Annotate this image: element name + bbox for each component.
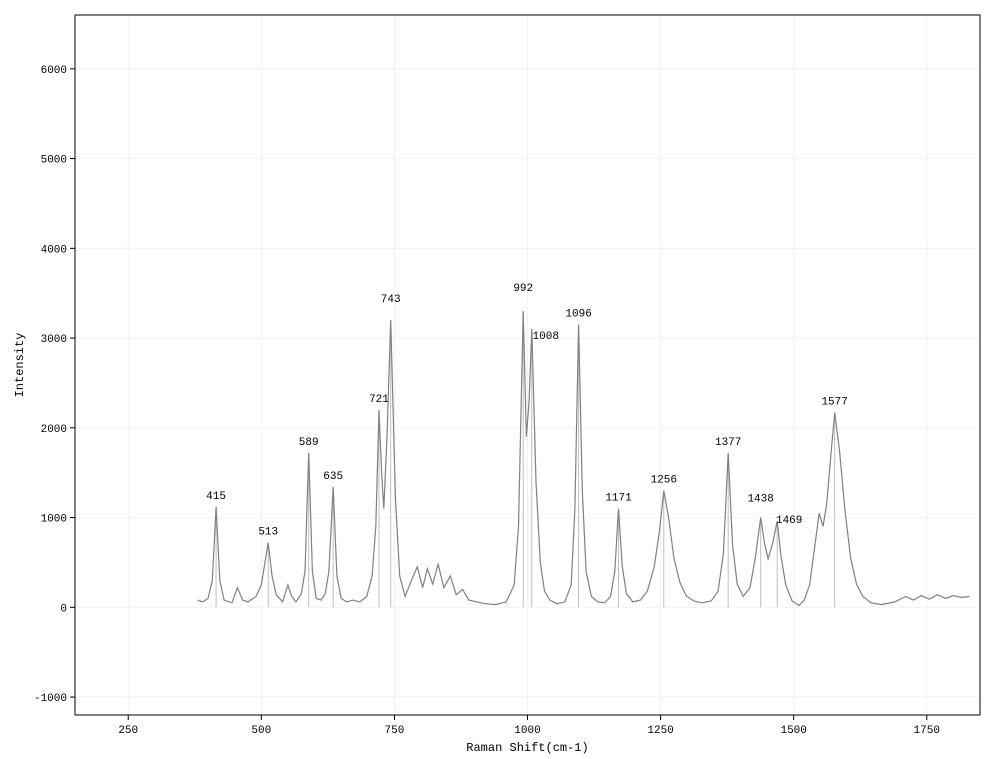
svg-text:1750: 1750 xyxy=(914,725,940,737)
svg-text:-1000: -1000 xyxy=(34,693,67,705)
svg-text:635: 635 xyxy=(323,471,343,483)
svg-text:750: 750 xyxy=(385,725,405,737)
svg-text:1256: 1256 xyxy=(651,475,677,487)
svg-text:500: 500 xyxy=(251,725,271,737)
svg-text:721: 721 xyxy=(369,394,389,406)
svg-text:1438: 1438 xyxy=(747,494,773,506)
svg-text:250: 250 xyxy=(118,725,138,737)
svg-text:0: 0 xyxy=(60,603,67,615)
svg-text:1377: 1377 xyxy=(715,437,741,449)
svg-text:589: 589 xyxy=(299,437,319,449)
svg-text:4000: 4000 xyxy=(41,244,67,256)
svg-text:1500: 1500 xyxy=(780,725,806,737)
svg-text:3000: 3000 xyxy=(41,334,67,346)
spectrum-chart: 250 500 750 1000 1250 1500 1750 -1000 0 1000 2000 3… xyxy=(0,0,1000,759)
chart-svg: 250 500 750 1000 1250 1500 1750 -1000 0 1000 2000 3… xyxy=(0,0,1000,759)
svg-text:5000: 5000 xyxy=(41,155,67,167)
svg-text:Raman Shift(cm-1): Raman Shift(cm-1) xyxy=(466,741,588,755)
svg-text:6000: 6000 xyxy=(41,65,67,77)
svg-text:513: 513 xyxy=(258,527,278,539)
svg-text:743: 743 xyxy=(381,294,401,306)
svg-text:1250: 1250 xyxy=(647,725,673,737)
svg-text:Intensity: Intensity xyxy=(13,333,27,398)
svg-text:1000: 1000 xyxy=(514,725,540,737)
svg-text:1096: 1096 xyxy=(565,309,591,321)
svg-text:415: 415 xyxy=(206,491,226,503)
svg-text:1000: 1000 xyxy=(41,514,67,526)
svg-text:1469: 1469 xyxy=(776,515,802,527)
svg-text:1008: 1008 xyxy=(533,331,559,343)
svg-text:992: 992 xyxy=(513,283,533,295)
svg-text:2000: 2000 xyxy=(41,424,67,436)
svg-text:1171: 1171 xyxy=(605,493,632,505)
svg-text:1577: 1577 xyxy=(821,397,847,409)
